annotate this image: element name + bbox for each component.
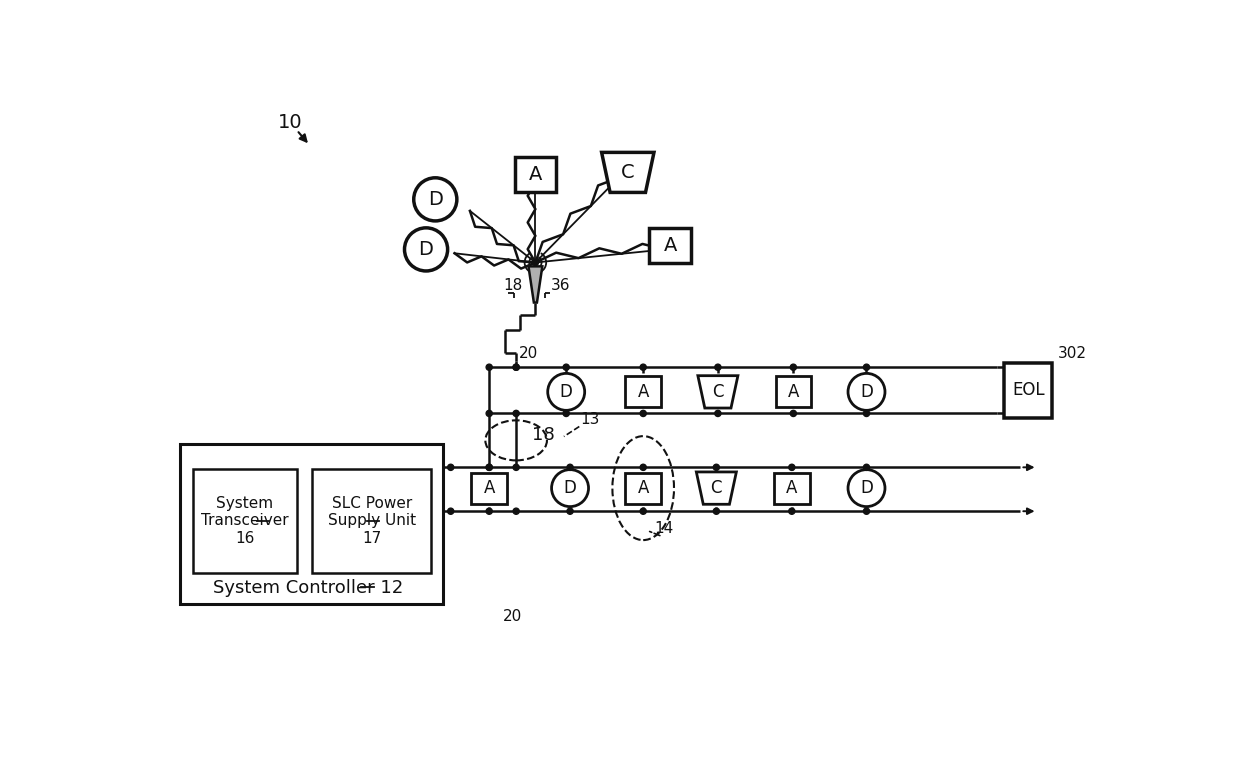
- Circle shape: [513, 410, 520, 417]
- Circle shape: [863, 464, 869, 471]
- Polygon shape: [698, 375, 738, 408]
- Circle shape: [790, 364, 796, 370]
- Circle shape: [486, 464, 492, 471]
- Circle shape: [404, 228, 448, 271]
- Circle shape: [789, 464, 795, 471]
- Bar: [515, 157, 557, 192]
- Text: A: A: [637, 479, 649, 497]
- Circle shape: [486, 508, 492, 514]
- Circle shape: [563, 364, 569, 370]
- Circle shape: [713, 464, 719, 471]
- Circle shape: [567, 464, 573, 471]
- Text: A: A: [663, 236, 677, 255]
- Circle shape: [486, 464, 492, 471]
- Text: 20: 20: [502, 610, 522, 624]
- Text: D: D: [428, 190, 443, 209]
- Circle shape: [486, 410, 492, 417]
- Circle shape: [513, 464, 520, 471]
- Text: C: C: [621, 163, 635, 182]
- Circle shape: [513, 508, 520, 514]
- Circle shape: [863, 508, 869, 514]
- Bar: [471, 473, 507, 504]
- Text: System Controller 12: System Controller 12: [213, 579, 403, 597]
- Circle shape: [563, 410, 569, 417]
- Circle shape: [640, 464, 646, 471]
- Circle shape: [789, 508, 795, 514]
- Circle shape: [714, 410, 720, 417]
- Text: D: D: [419, 240, 434, 259]
- Text: 14: 14: [655, 521, 675, 536]
- Text: C: C: [712, 383, 724, 401]
- Polygon shape: [697, 472, 737, 504]
- Circle shape: [714, 364, 720, 370]
- Text: 20: 20: [518, 346, 538, 361]
- Circle shape: [448, 508, 454, 514]
- Circle shape: [640, 410, 646, 417]
- Circle shape: [640, 364, 646, 370]
- Text: 13: 13: [580, 412, 599, 427]
- Text: 10: 10: [278, 113, 303, 132]
- Circle shape: [863, 364, 869, 370]
- Text: C: C: [711, 479, 722, 497]
- Text: EOL: EOL: [1012, 382, 1044, 399]
- Text: A: A: [786, 479, 797, 497]
- Text: 18: 18: [532, 426, 556, 443]
- Bar: [192, 468, 296, 573]
- Circle shape: [848, 373, 885, 410]
- Circle shape: [448, 464, 454, 471]
- Text: D: D: [564, 479, 577, 497]
- Circle shape: [863, 410, 869, 417]
- Circle shape: [548, 373, 585, 410]
- Circle shape: [790, 410, 796, 417]
- Circle shape: [552, 470, 589, 507]
- Polygon shape: [601, 153, 653, 192]
- Circle shape: [640, 508, 646, 514]
- Bar: [312, 468, 432, 573]
- Circle shape: [713, 508, 719, 514]
- Text: System
Transceiver
16: System Transceiver 16: [201, 496, 289, 546]
- Text: A: A: [637, 383, 649, 401]
- Circle shape: [513, 364, 520, 370]
- Text: D: D: [861, 383, 873, 401]
- Text: A: A: [528, 166, 542, 184]
- Circle shape: [486, 364, 492, 370]
- Circle shape: [532, 259, 538, 266]
- Polygon shape: [528, 266, 542, 303]
- Bar: [625, 473, 661, 504]
- Text: 302: 302: [1058, 346, 1087, 361]
- Bar: [650, 228, 691, 263]
- Bar: [180, 444, 443, 604]
- Circle shape: [567, 508, 573, 514]
- Text: A: A: [787, 383, 799, 401]
- Text: 18: 18: [503, 278, 522, 293]
- Text: 36: 36: [551, 278, 570, 293]
- Bar: [776, 376, 811, 407]
- Bar: [774, 473, 810, 504]
- Text: A: A: [484, 479, 495, 497]
- Text: SLC Power
Supply Unit
17: SLC Power Supply Unit 17: [327, 496, 415, 546]
- Circle shape: [414, 178, 456, 221]
- Text: D: D: [559, 383, 573, 401]
- Text: D: D: [861, 479, 873, 497]
- Bar: [625, 376, 661, 407]
- Circle shape: [848, 470, 885, 507]
- Bar: [1004, 362, 1052, 418]
- Circle shape: [513, 364, 520, 370]
